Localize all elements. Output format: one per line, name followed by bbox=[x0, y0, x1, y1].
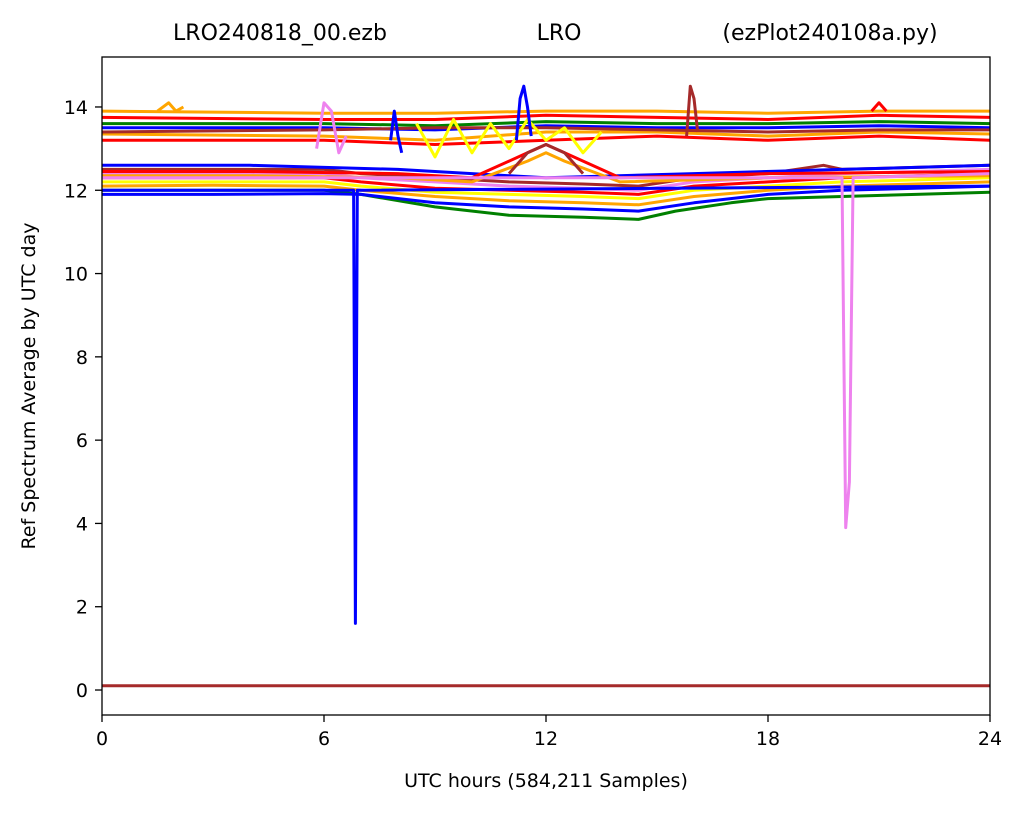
series-line-19 bbox=[102, 184, 990, 625]
series-line-18 bbox=[102, 126, 990, 134]
series-line-22 bbox=[514, 84, 533, 141]
y-axis-label: Ref Spectrum Average by UTC day bbox=[18, 223, 40, 550]
title-center: LRO bbox=[537, 21, 582, 46]
x-axis-label: UTC hours (584,211 Samples) bbox=[404, 770, 688, 792]
y-tick-label: 14 bbox=[64, 97, 88, 119]
series-line-21 bbox=[415, 118, 603, 159]
y-tick-label: 12 bbox=[64, 180, 88, 202]
y-tick-label: 8 bbox=[76, 347, 88, 369]
y-tick-label: 6 bbox=[76, 430, 88, 452]
y-axis-ticks: 0 2 4 6 8 10 12 14 bbox=[64, 97, 102, 702]
series-line-25 bbox=[156, 101, 185, 113]
series-line-11 bbox=[507, 143, 585, 175]
series-line-15 bbox=[102, 120, 990, 128]
y-tick-label: 10 bbox=[64, 264, 88, 286]
series-line-27 bbox=[870, 101, 888, 113]
x-tick-label: 0 bbox=[96, 728, 108, 750]
y-tick-label: 4 bbox=[76, 513, 88, 535]
series-line-17 bbox=[102, 109, 990, 115]
series-line-16 bbox=[102, 113, 990, 121]
x-tick-label: 12 bbox=[534, 728, 558, 750]
x-tick-label: 24 bbox=[978, 728, 1002, 750]
x-axis-ticks: 0 6 12 18 24 bbox=[96, 715, 1002, 750]
y-tick-label: 2 bbox=[76, 597, 88, 619]
series-layer bbox=[102, 84, 990, 688]
series-line-20 bbox=[102, 172, 990, 530]
title-left: LRO240818_00.ezb bbox=[173, 21, 387, 46]
y-tick-label: 0 bbox=[76, 680, 88, 702]
x-tick-label: 6 bbox=[318, 728, 330, 750]
x-tick-label: 18 bbox=[756, 728, 780, 750]
series-line-23 bbox=[685, 84, 700, 137]
series-line-26 bbox=[389, 109, 404, 154]
series-line-24 bbox=[315, 101, 348, 155]
title-right: (ezPlot240108a.py) bbox=[722, 21, 937, 46]
